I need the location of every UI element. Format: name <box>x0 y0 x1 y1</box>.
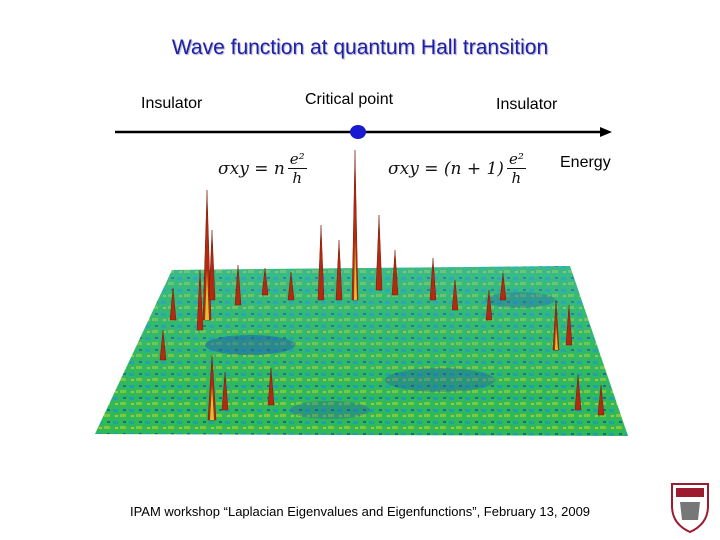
formula-right-denominator: h <box>511 169 522 187</box>
formula-left-lhs: σxy = n <box>218 158 285 179</box>
formula-right-lhs: σxy = (n + 1) <box>388 158 504 179</box>
surface-shading <box>95 266 628 436</box>
formula-right: σxy = (n + 1) e² h <box>388 150 526 187</box>
insulator-left-label: Insulator <box>141 95 203 112</box>
energy-axis-label: Energy <box>560 154 611 171</box>
critical-point-marker <box>350 125 366 139</box>
critical-point-label: Critical point <box>305 91 394 108</box>
formula-right-numerator: e² <box>506 150 526 169</box>
formula-left-numerator: e² <box>287 150 307 169</box>
insulator-right-label: Insulator <box>496 96 558 113</box>
formula-left-denominator: h <box>292 169 303 187</box>
formula-left: σxy = n e² h <box>218 150 307 187</box>
slide-footer: IPAM workshop “Laplacian Eigenvalues and… <box>129 504 591 519</box>
axis-arrowhead <box>600 127 612 137</box>
crest-icon <box>671 483 709 534</box>
slide-title: Wave function at quantum Hall transition <box>171 36 549 59</box>
